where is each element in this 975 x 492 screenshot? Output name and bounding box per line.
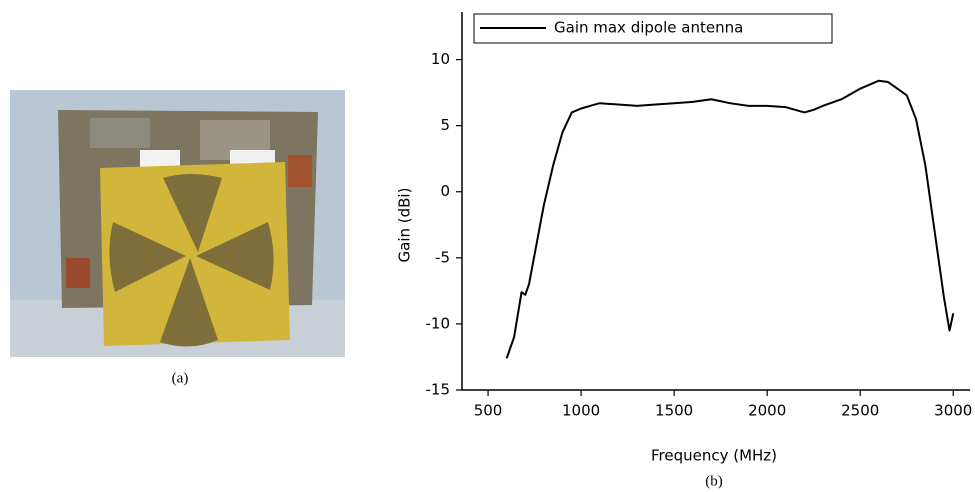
x-tick-label: 1500 [655, 402, 693, 420]
x-tick-label: 2500 [841, 402, 879, 420]
y-tick-label: 5 [440, 116, 450, 134]
photo-caption: (a) [172, 370, 189, 386]
photo [10, 90, 345, 357]
y-axis-label: Gain (dBi) [396, 188, 414, 263]
data-line [505, 79, 955, 359]
x-tick-label: 1000 [562, 402, 600, 420]
x-tick-label: 500 [474, 402, 503, 420]
legend-label: Gain max dipole antenna [554, 19, 743, 37]
x-tick-label: 2000 [748, 402, 786, 420]
x-tick-label: 3000 [934, 402, 972, 420]
y-tick-label: 0 [440, 182, 450, 200]
y-tick-label: -10 [426, 314, 451, 332]
y-tick-label: -15 [426, 381, 451, 399]
chart-caption: (b) [705, 473, 723, 489]
x-axis-label: Frequency (MHz) [651, 447, 777, 465]
y-tick-label: 10 [431, 50, 450, 68]
y-tick-label: -5 [435, 248, 450, 266]
